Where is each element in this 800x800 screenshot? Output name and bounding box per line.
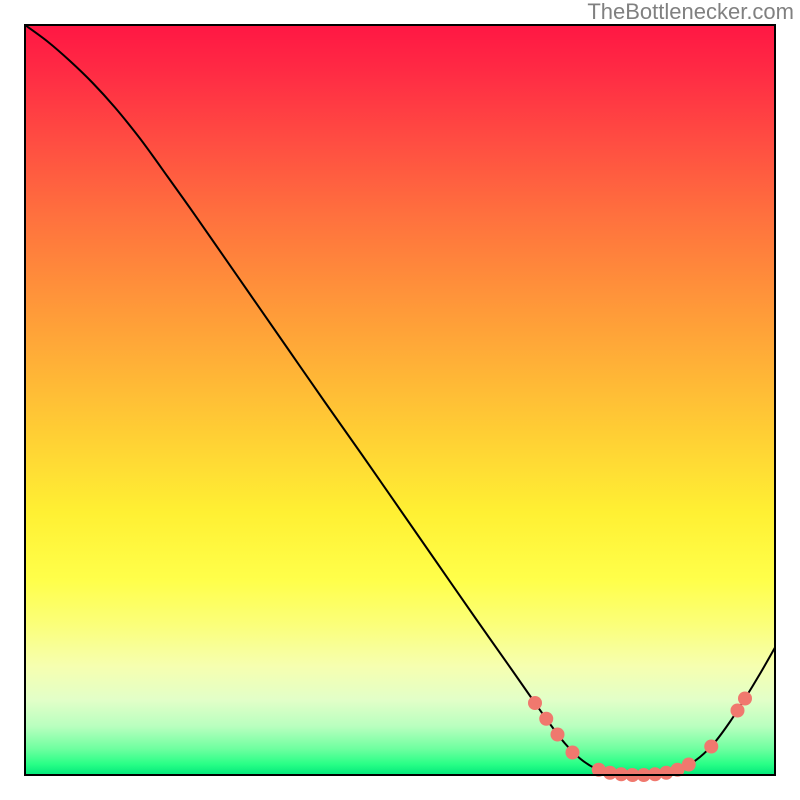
marker-dot	[566, 746, 580, 760]
chart-svg	[0, 0, 800, 800]
watermark-text: TheBottlenecker.com	[587, 0, 794, 24]
marker-dot	[682, 758, 696, 772]
plot-background	[25, 25, 775, 775]
marker-dot	[738, 692, 752, 706]
marker-dot	[528, 696, 542, 710]
marker-dot	[704, 740, 718, 754]
chart-container: TheBottlenecker.com	[0, 0, 800, 800]
marker-dot	[551, 728, 565, 742]
marker-dot	[539, 712, 553, 726]
marker-dot	[731, 704, 745, 718]
